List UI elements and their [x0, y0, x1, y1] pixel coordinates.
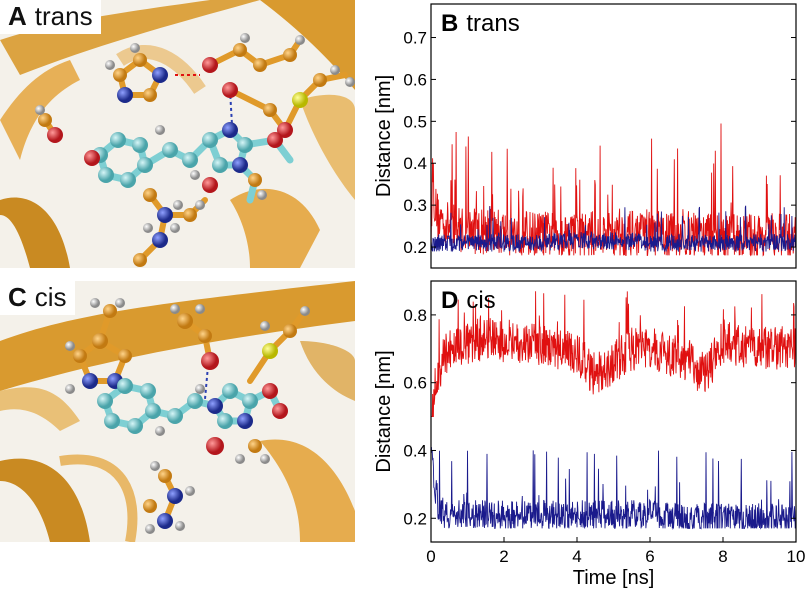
x-tick-label: 0 [426, 547, 435, 566]
molecule-image-trans [0, 0, 355, 268]
plot-frame [430, 3, 797, 269]
panel-caption: cis [466, 287, 495, 314]
series-line [430, 123, 797, 257]
y-tick-label: 0.5 [403, 112, 427, 131]
panel-caption: cis [34, 282, 67, 312]
panel-letter: B [441, 10, 458, 37]
x-tick-label: 10 [787, 547, 806, 566]
molecule-image-cis [0, 281, 355, 542]
panel-letter: C [8, 282, 27, 312]
x-axis-label: Time [ns] [573, 567, 655, 589]
y-axis-label: Distance [nm] [373, 350, 395, 472]
y-tick-label: 0.3 [403, 196, 427, 215]
x-tick-label: 8 [718, 547, 727, 566]
panel-caption: trans [466, 10, 519, 37]
series-line [430, 205, 797, 253]
y-tick-label: 0.8 [403, 306, 427, 325]
x-tick-label: 6 [645, 547, 654, 566]
y-tick-label: 0.2 [403, 238, 427, 257]
series-line [431, 291, 797, 418]
y-tick-label: 0.4 [403, 154, 427, 173]
y-tick-label: 0.7 [403, 29, 427, 48]
x-tick-label: 4 [572, 547, 581, 566]
y-tick-label: 0.6 [403, 70, 427, 89]
panel-letter: A [8, 1, 27, 31]
y-tick-label: 0.2 [403, 509, 427, 528]
distance-chart-cis: 0.2 0.4 0.6 0.8 0 2 4 6 8 10 Distance [nm] Time … [373, 280, 806, 589]
y-tick-label: 0.4 [403, 441, 427, 460]
panel-letter: D [441, 287, 458, 314]
plot-frame [430, 280, 797, 543]
x-tick-label: 2 [499, 547, 508, 566]
y-axis-label: Distance [nm] [373, 75, 395, 197]
series-line [430, 446, 797, 531]
y-tick-label: 0.6 [403, 374, 427, 393]
panel-caption: trans [34, 1, 93, 31]
